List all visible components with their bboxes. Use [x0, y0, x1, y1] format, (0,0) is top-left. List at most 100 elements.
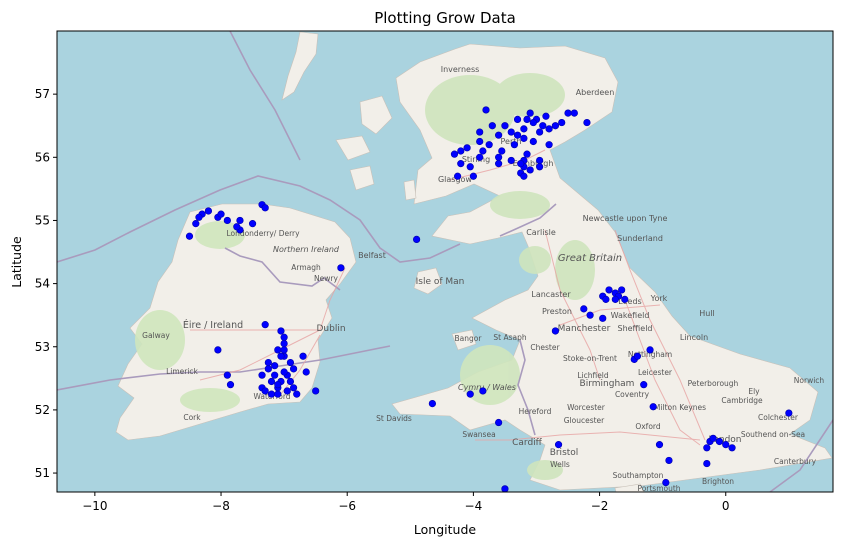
scatter-point [583, 118, 591, 127]
scatter-point [501, 122, 509, 130]
scatter-point [223, 216, 231, 225]
map-label-cork: Cork [183, 413, 201, 422]
map-label-galway: Galway [142, 331, 170, 340]
road-m4 [475, 431, 701, 441]
map-label-armagh: Armagh [291, 263, 321, 272]
scatter-point [662, 478, 670, 487]
scatter-point [551, 327, 560, 335]
scatter-point [248, 220, 257, 228]
land-isle-of-wight [614, 483, 645, 492]
scatter-point [570, 109, 578, 117]
scatter-point [226, 381, 235, 389]
scatter-point [223, 371, 231, 379]
veg-lake-district [519, 246, 551, 274]
scatter-point [498, 147, 506, 155]
scatter-point [526, 109, 534, 117]
border-scotland-england [499, 203, 557, 237]
scatter-point [703, 459, 711, 468]
map-label-eire: Éire / Ireland [183, 319, 243, 331]
scatter-point [236, 216, 244, 225]
map-label-lancaster: Lancaster [531, 290, 571, 299]
scatter-point [271, 371, 279, 379]
y-tick-label: 51 [35, 466, 50, 480]
land-mull [335, 135, 371, 161]
land-arran [403, 179, 417, 201]
veg-grampians [495, 73, 565, 117]
map-label-leicester: Leicester [638, 368, 673, 377]
map-label-wakefield: Wakefield [611, 311, 650, 320]
map-label-wells: Wells [550, 460, 570, 469]
scatter-point [523, 115, 531, 124]
scatter-point [457, 160, 465, 168]
map-label-brighton: Brighton [702, 477, 734, 486]
scatter-point [495, 131, 503, 139]
map-label-newry: Newry [314, 274, 338, 283]
map-label-londonderry: Londonderry/ Derry [226, 229, 300, 238]
map-label-edinburgh: Edinburgh [513, 159, 554, 168]
veg-ireland-south [180, 388, 240, 412]
scatter-point [469, 172, 477, 180]
scatter-point [501, 485, 509, 492]
land-skye [359, 95, 393, 135]
map-label-belfast: Belfast [358, 251, 386, 260]
veg-ireland-donegal [195, 221, 245, 249]
map-label-aberdeen: Aberdeen [576, 88, 615, 97]
scatter-point [204, 207, 213, 215]
scatter-point [217, 210, 225, 218]
scatter-point [337, 264, 345, 272]
scatter-point [488, 122, 496, 130]
scatter-point [558, 118, 566, 127]
scatter-point [280, 333, 288, 341]
y-axis: 51 52 53 54 55 56 57 [35, 87, 57, 480]
scatter-point [286, 358, 295, 367]
scatter-point [785, 409, 793, 417]
scatter-point [536, 156, 544, 165]
scatter-point [495, 153, 503, 161]
scatter-point [529, 118, 537, 127]
map-label-st-davids: St Davids [376, 414, 412, 423]
y-tick-label: 54 [35, 277, 50, 291]
map-label-northern-ireland: Northern Ireland [273, 245, 340, 254]
scatter-points [185, 106, 793, 492]
map-label-manchester: Manchester [558, 324, 611, 334]
map-label-inverness: Inverness [441, 65, 480, 74]
scatter-point [277, 352, 285, 360]
scatter-point [545, 141, 553, 149]
x-tick-label: −2 [591, 499, 609, 513]
scatter-point [413, 235, 421, 243]
land-anglesey [451, 329, 477, 351]
x-tick-label: −6 [338, 499, 356, 513]
map-label-southend: Southend on-Sea [741, 430, 805, 439]
map-label-norwich: Norwich [794, 376, 825, 385]
map-label-lichfield: Lichfield [577, 371, 609, 380]
maritime-border-east [769, 419, 833, 492]
scatter-point [274, 346, 282, 354]
scatter-point [293, 390, 301, 398]
scatter-point [536, 163, 544, 171]
scatter-point [715, 437, 724, 446]
plot-area: Inverness Aberdeen Perth Stirling Glasgo… [57, 31, 833, 492]
road-ireland-n7 [199, 329, 321, 381]
scatter-point [520, 134, 528, 142]
scatter-point [564, 109, 572, 117]
y-axis-label: Latitude [9, 236, 24, 288]
scatter-point [476, 137, 484, 146]
scatter-point [192, 220, 200, 228]
scatter-point [554, 441, 563, 449]
scatter-point [289, 384, 298, 392]
map-label-isle-of-man: Isle of Man [416, 277, 465, 287]
scatter-point [665, 456, 673, 465]
scatter-point [722, 441, 730, 449]
map-labels: Inverness Aberdeen Perth Stirling Glasgo… [142, 65, 825, 492]
scatter-point [479, 387, 487, 395]
map-label-cymru: Cymru / Wales [458, 383, 516, 392]
map-label-oxford: Oxford [635, 422, 661, 431]
map-label-stirling: Stirling [462, 155, 490, 164]
scatter-point [640, 381, 648, 389]
land-hebrides [281, 31, 319, 101]
scatter-point [271, 362, 279, 370]
scatter-point [482, 106, 490, 114]
scatter-point [258, 371, 266, 379]
scatter-point [520, 172, 528, 180]
map-label-london: London [709, 435, 742, 445]
